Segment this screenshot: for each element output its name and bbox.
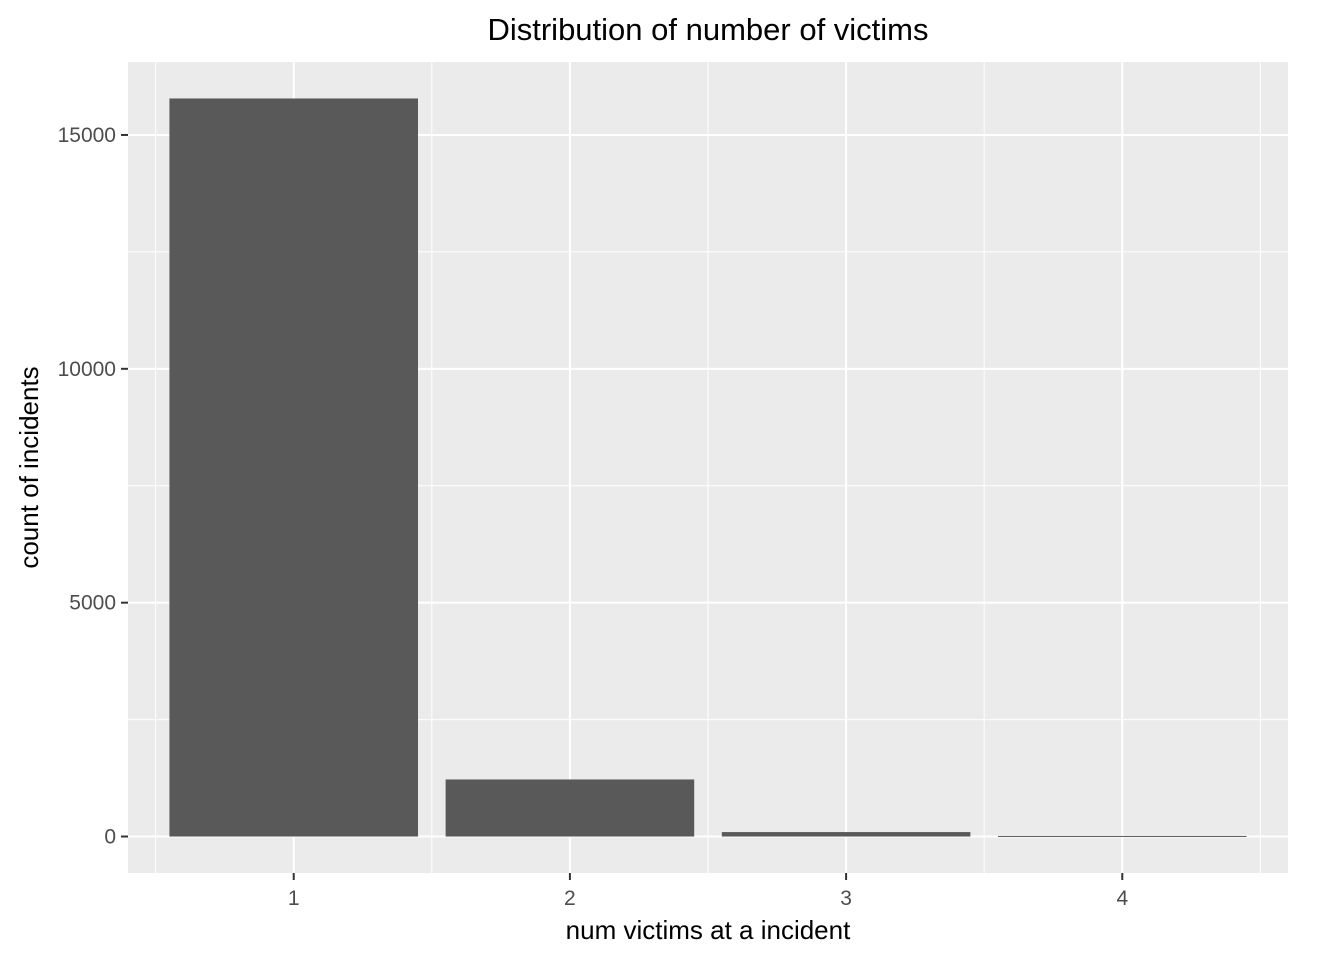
x-tick-label: 1 [288,887,300,910]
x-tick-label: 4 [1116,887,1128,910]
bar-3 [721,832,971,837]
x-tick-label: 2 [564,887,576,910]
y-tick-label: 15000 [58,124,116,147]
x-tick-label: 3 [840,887,852,910]
y-tick-label: 5000 [69,592,116,615]
bar-1 [169,98,418,837]
x-axis-title: num victims at a incident [566,915,851,945]
y-tick-label: 10000 [58,358,116,381]
y-axis-title: count of incidents [14,366,44,568]
x-axis: 1 2 3 4 [288,873,1128,910]
bars [169,98,1247,837]
y-axis: 0 5000 10000 15000 [58,124,128,849]
y-tick-label: 0 [104,826,116,849]
bar-2 [445,779,695,837]
bar-4 [998,835,1247,837]
chart-title: Distribution of number of victims [487,12,928,47]
